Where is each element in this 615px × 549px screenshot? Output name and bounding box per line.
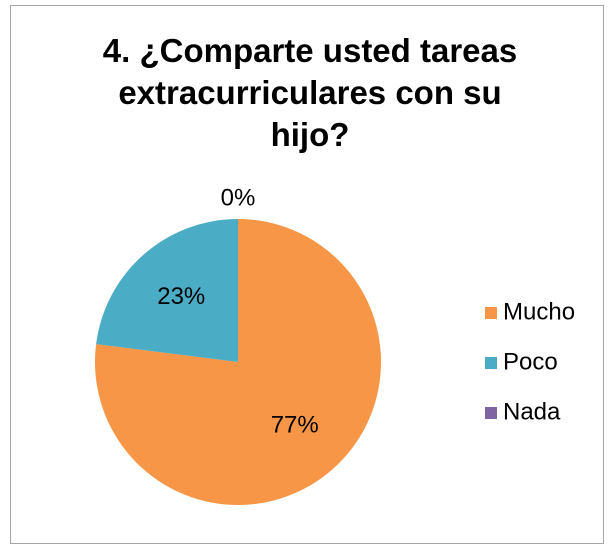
pie-slice [96,219,238,362]
legend-label: Poco [503,348,558,375]
chart-title: 4. ¿Comparte usted tareas extracurricula… [102,32,518,153]
legend-label: Nada [503,398,561,425]
data-label: 0% [221,184,256,211]
chart-frame [10,5,604,544]
data-label: 77% [271,412,319,439]
legend-swatch [485,307,497,319]
legend-swatch [485,407,497,419]
legend-label: Mucho [503,298,575,325]
data-label: 23% [157,283,205,310]
legend-swatch [485,357,497,369]
